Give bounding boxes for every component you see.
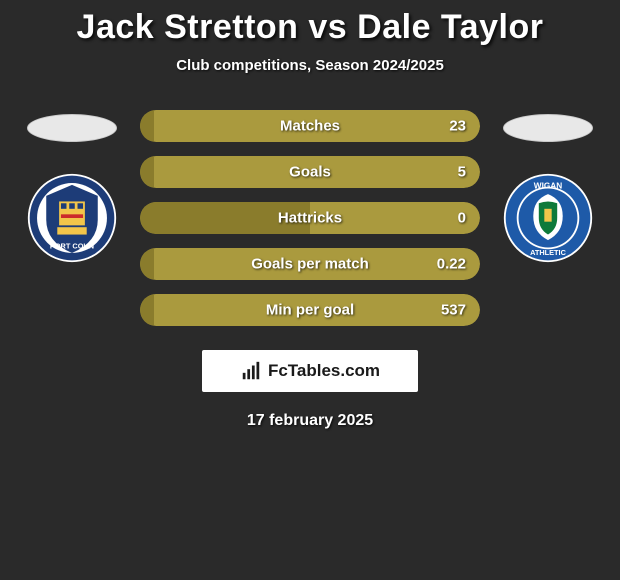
stats-bars: Matches 23 Goals 5 Hattricks 0 Goals per… <box>140 108 480 326</box>
stat-label: Goals per match <box>251 256 369 273</box>
stat-row: Min per goal 537 <box>140 294 480 326</box>
comparison-body: PORT COUN Matches 23 Goals 5 Hattricks <box>0 108 620 326</box>
stat-value-right: 0.22 <box>437 256 466 273</box>
stat-label: Min per goal <box>266 302 354 319</box>
stat-fill-left <box>140 294 154 326</box>
stat-value-right: 0 <box>458 210 466 227</box>
bar-chart-icon <box>240 360 262 382</box>
stat-value-right: 23 <box>449 118 466 135</box>
svg-text:PORT COUN: PORT COUN <box>50 241 94 250</box>
stat-fill-left <box>140 156 154 188</box>
as-of-date: 17 february 2025 <box>247 412 373 430</box>
crest-wigan-icon: WIGAN ATHLETIC <box>502 172 594 264</box>
page-title: Jack Stretton vs Dale Taylor <box>77 8 544 47</box>
stat-row: Goals 5 <box>140 156 480 188</box>
page-subtitle: Club competitions, Season 2024/2025 <box>176 57 444 74</box>
stat-fill-left <box>140 110 154 142</box>
stat-value-right: 537 <box>441 302 466 319</box>
club-crest-right: WIGAN ATHLETIC <box>502 172 594 264</box>
stat-label: Hattricks <box>278 210 342 227</box>
player-photo-placeholder-right <box>503 114 593 142</box>
player-right-col: WIGAN ATHLETIC <box>498 108 598 264</box>
stat-value-right: 5 <box>458 164 466 181</box>
player-photo-placeholder-left <box>27 114 117 142</box>
comparison-card: Jack Stretton vs Dale Taylor Club compet… <box>0 0 620 430</box>
brand-badge[interactable]: FcTables.com <box>202 350 418 392</box>
stat-row: Goals per match 0.22 <box>140 248 480 280</box>
club-crest-left: PORT COUN <box>26 172 118 264</box>
brand-text: FcTables.com <box>268 361 380 381</box>
svg-text:ATHLETIC: ATHLETIC <box>530 248 567 257</box>
stat-row: Matches 23 <box>140 110 480 142</box>
crest-stockport-icon: PORT COUN <box>26 172 118 264</box>
stat-fill-left <box>140 248 154 280</box>
svg-text:WIGAN: WIGAN <box>534 182 562 191</box>
stat-label: Goals <box>289 164 331 181</box>
stat-label: Matches <box>280 118 340 135</box>
player-left-col: PORT COUN <box>22 108 122 264</box>
stat-row: Hattricks 0 <box>140 202 480 234</box>
